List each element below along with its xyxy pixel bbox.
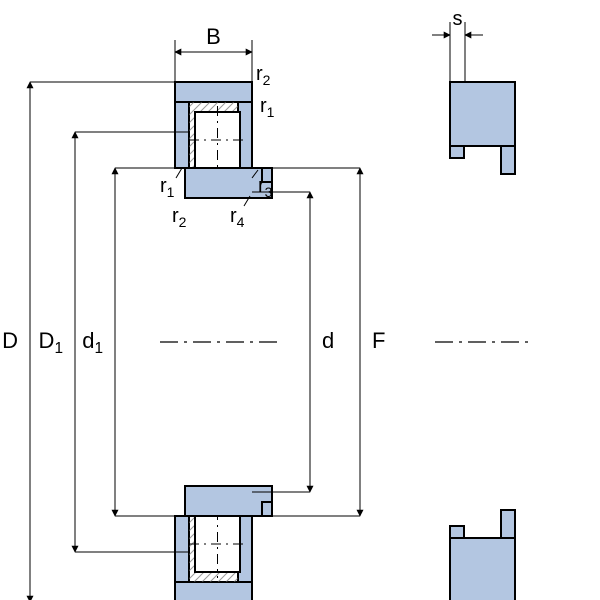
svg-text:r1: r1 [160, 175, 175, 200]
svg-text:D: D [2, 328, 18, 353]
svg-text:r1: r1 [260, 95, 275, 120]
svg-text:r2: r2 [256, 63, 271, 88]
svg-text:s: s [453, 8, 463, 30]
svg-text:r2: r2 [172, 205, 187, 230]
svg-text:F: F [372, 328, 385, 353]
svg-text:D1: D1 [39, 328, 63, 357]
svg-text:B: B [206, 24, 221, 49]
svg-text:d: d [322, 328, 334, 353]
bearing-diagram: DD1d1dFBr2r1r1r2r3r4s [0, 0, 600, 600]
svg-text:d1: d1 [82, 328, 103, 357]
svg-text:r4: r4 [230, 205, 245, 230]
